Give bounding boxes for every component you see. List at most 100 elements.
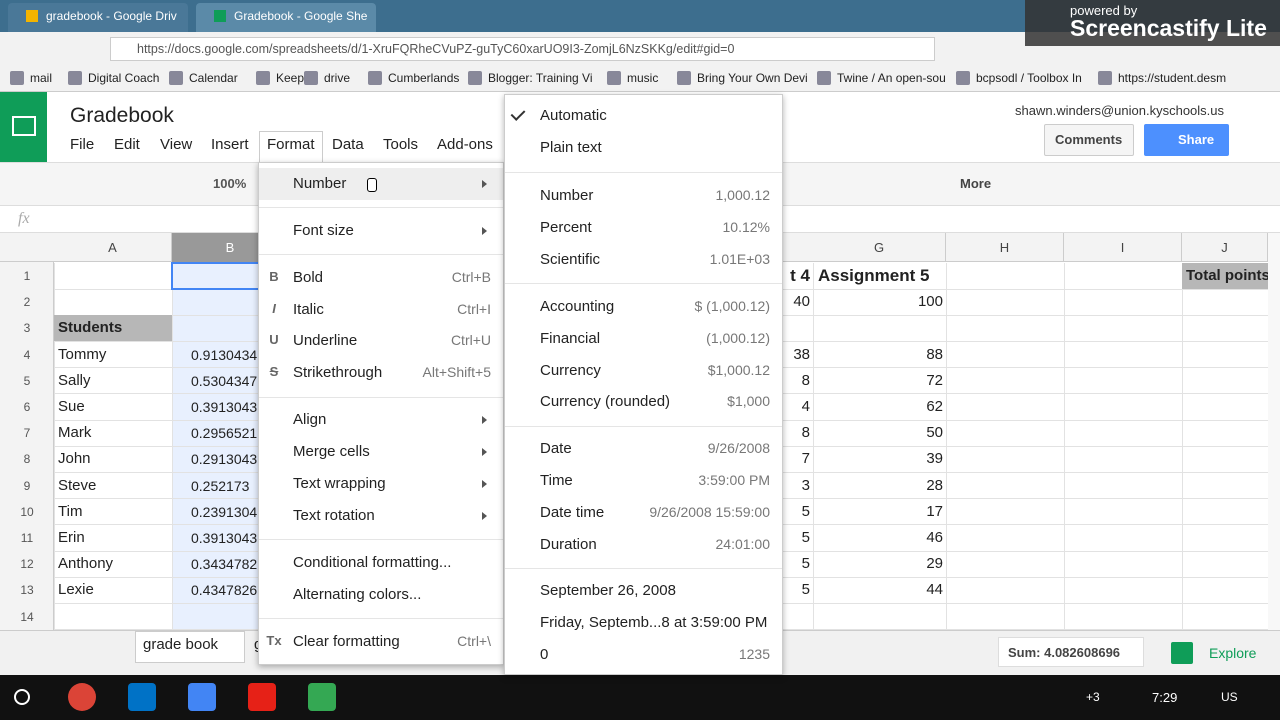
bookmark[interactable]: Blogger: Training Vi bbox=[488, 71, 593, 85]
menu[interactable]: Tools bbox=[383, 136, 419, 153]
bookmark[interactable]: music bbox=[627, 71, 659, 85]
bookmark[interactable]: https://student.desm bbox=[1118, 71, 1227, 85]
number-format-item[interactable]: Automatic bbox=[540, 107, 607, 124]
format-menu-item[interactable]: Bold bbox=[293, 269, 324, 286]
doc-title[interactable]: Gradebook bbox=[70, 104, 174, 127]
more[interactable]: More bbox=[960, 176, 992, 191]
sheet-tab[interactable]: grade book bbox=[143, 636, 219, 653]
column-header[interactable]: H bbox=[946, 233, 1064, 262]
cell[interactable]: 0.9130434 bbox=[191, 346, 258, 363]
format-menu-item[interactable]: Merge cells bbox=[293, 443, 370, 460]
cell[interactable]: 44 bbox=[926, 581, 943, 599]
bookmark[interactable]: Cumberlands bbox=[388, 71, 460, 85]
scrollbar[interactable] bbox=[1268, 233, 1280, 630]
cell[interactable]: Lexie bbox=[58, 581, 94, 599]
format-menu-item[interactable]: Clear formatting bbox=[293, 633, 400, 650]
cell[interactable]: 0.2913043 bbox=[191, 451, 258, 468]
row-number[interactable]: 3 bbox=[23, 321, 31, 336]
format-menu-item[interactable]: Text wrapping bbox=[293, 475, 386, 492]
bookmark[interactable]: Keep bbox=[276, 71, 305, 85]
cell[interactable]: 100 bbox=[917, 293, 943, 311]
cell[interactable]: Tim bbox=[58, 502, 83, 520]
cell[interactable]: 0.3434782 bbox=[191, 556, 258, 573]
row-number[interactable]: 12 bbox=[20, 557, 34, 572]
cell[interactable]: 62 bbox=[926, 398, 943, 415]
number-format-item[interactable]: Friday, Septemb...8 at 3:59:00 PM bbox=[540, 614, 768, 631]
cell[interactable]: Erin bbox=[58, 529, 85, 546]
sheets-logo[interactable] bbox=[0, 92, 47, 162]
menu[interactable]: Data bbox=[332, 136, 364, 153]
column-header[interactable]: I bbox=[1064, 233, 1182, 262]
row-number[interactable]: 9 bbox=[23, 478, 31, 493]
cell[interactable]: 40 bbox=[793, 293, 810, 311]
bookmark[interactable]: Digital Coach bbox=[88, 71, 160, 85]
format-menu-item[interactable]: Font size bbox=[293, 222, 354, 239]
cell[interactable]: Students bbox=[58, 319, 123, 337]
cell[interactable]: 3 bbox=[801, 476, 810, 494]
cell[interactable]: 28 bbox=[926, 476, 943, 494]
menu[interactable]: Format bbox=[267, 136, 315, 153]
number-format-item[interactable]: Time bbox=[540, 472, 573, 489]
cell[interactable]: 5 bbox=[801, 581, 810, 599]
cell[interactable]: 0.252173 bbox=[191, 477, 250, 494]
account[interactable]: shawn.winders@union.kyschools.us bbox=[1015, 103, 1225, 118]
menu[interactable]: File bbox=[70, 136, 95, 153]
number-format-item[interactable]: Plain text bbox=[540, 139, 602, 156]
number-format-item[interactable]: Currency (rounded) bbox=[540, 393, 671, 410]
cell[interactable]: Anthony bbox=[58, 555, 114, 573]
row-number[interactable]: 13 bbox=[20, 583, 34, 598]
cell[interactable]: Mark bbox=[58, 424, 92, 442]
menu[interactable]: Insert bbox=[211, 136, 249, 153]
comments[interactable]: Comments bbox=[1055, 132, 1123, 147]
format-menu-item[interactable]: Conditional formatting... bbox=[293, 554, 452, 571]
row-number[interactable]: 11 bbox=[20, 531, 34, 545]
bookmark[interactable]: Bring Your Own Devi bbox=[697, 71, 808, 85]
number-format-item[interactable]: Accounting bbox=[540, 298, 615, 315]
number-format-item[interactable]: Duration bbox=[540, 536, 597, 553]
cell[interactable]: Tommy bbox=[58, 345, 107, 363]
format-menu-item[interactable]: Underline bbox=[293, 332, 358, 349]
cell[interactable]: 5 bbox=[801, 529, 810, 546]
row-number[interactable]: 6 bbox=[23, 400, 31, 414]
url[interactable]: https://docs.google.com/spreadsheets/d/1… bbox=[137, 42, 735, 56]
number-format-item[interactable]: Number bbox=[540, 187, 594, 204]
row-number[interactable]: 5 bbox=[23, 373, 31, 388]
format-menu-item[interactable]: Italic bbox=[293, 301, 324, 318]
number-format-item[interactable]: 0 bbox=[540, 646, 549, 663]
browser-tab[interactable] bbox=[8, 3, 188, 32]
menu[interactable]: View bbox=[160, 136, 193, 153]
number-format-item[interactable]: Currency bbox=[540, 362, 601, 379]
explore[interactable]: Explore bbox=[1209, 645, 1257, 661]
cell[interactable]: 0.3913043 bbox=[191, 530, 258, 546]
app-icon[interactable] bbox=[188, 683, 216, 711]
number-format-item[interactable]: Financial bbox=[540, 330, 601, 347]
explore-icon[interactable] bbox=[1171, 642, 1193, 664]
zoom[interactable]: 100% bbox=[213, 176, 247, 191]
column-header[interactable]: J bbox=[1182, 233, 1268, 262]
app-icon[interactable] bbox=[68, 683, 96, 711]
cell[interactable]: 29 bbox=[926, 555, 943, 573]
cell[interactable]: 38 bbox=[793, 345, 810, 363]
sheet-tab-box[interactable] bbox=[135, 631, 245, 663]
row-number[interactable]: 10 bbox=[20, 504, 34, 519]
clock[interactable]: 7:29 bbox=[1152, 690, 1178, 705]
cell[interactable]: t 4 bbox=[790, 266, 810, 285]
cell[interactable]: Sue bbox=[58, 398, 85, 415]
row-number[interactable]: 2 bbox=[23, 295, 31, 310]
share[interactable]: Share bbox=[1178, 132, 1215, 147]
cell[interactable]: 39 bbox=[926, 450, 943, 468]
cell[interactable]: 50 bbox=[926, 424, 943, 442]
cell[interactable]: 0.4347826 bbox=[191, 582, 258, 599]
bookmark[interactable]: bcpsodl / Toolbox In bbox=[976, 71, 1082, 85]
launcher[interactable] bbox=[14, 689, 30, 705]
cell[interactable]: 88 bbox=[926, 345, 943, 363]
cell[interactable]: 4 bbox=[801, 398, 810, 415]
number-format-item[interactable]: Percent bbox=[540, 219, 592, 236]
cell[interactable]: 7 bbox=[801, 450, 810, 468]
format-menu-item[interactable]: Text rotation bbox=[293, 507, 375, 524]
format-menu-item[interactable]: Number bbox=[293, 175, 347, 192]
number-format-item[interactable]: Date bbox=[540, 440, 572, 457]
row-number[interactable]: 4 bbox=[23, 347, 31, 362]
format-menu-item[interactable]: Alternating colors... bbox=[293, 586, 422, 603]
app-icon[interactable] bbox=[308, 683, 336, 711]
